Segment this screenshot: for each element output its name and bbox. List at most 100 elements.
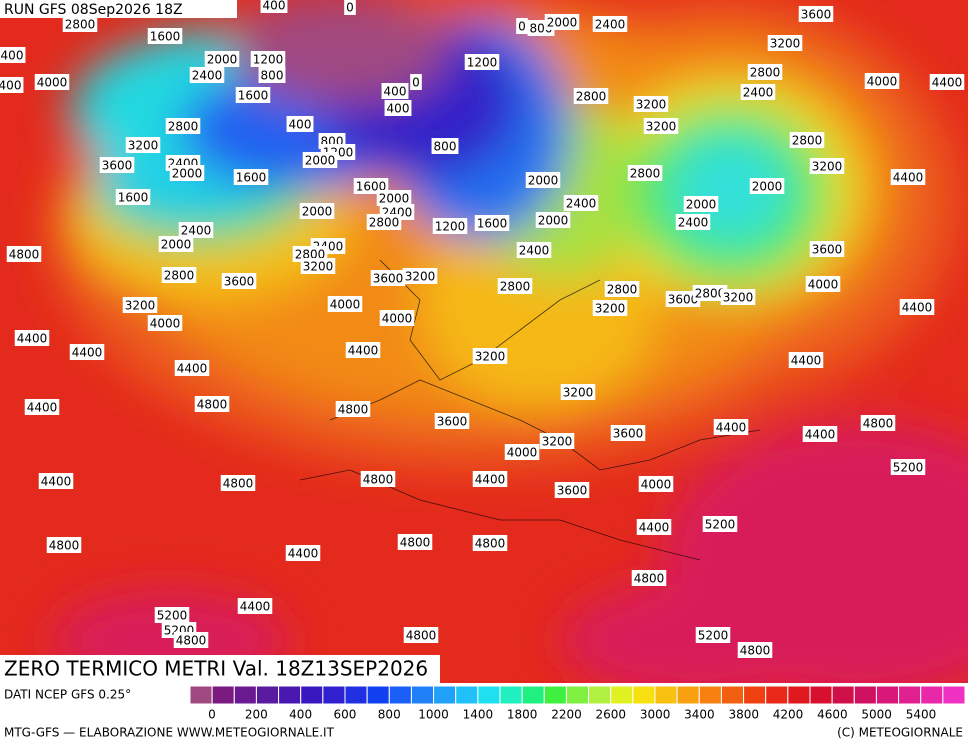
contour-label-box (62, 16, 98, 32)
contour-label: 2000 (305, 154, 336, 168)
contour-label: 2000 (207, 53, 238, 67)
contour-label: 5200 (698, 629, 729, 643)
contour-label: 4400 (177, 362, 208, 376)
run-box (0, 0, 237, 18)
contour-label: 3600 (613, 427, 644, 441)
contour-label: 4400 (475, 473, 506, 487)
colorbar-label: 2200 (551, 708, 582, 722)
contour-label: 1600 (477, 217, 508, 231)
contour-label: 4800 (406, 629, 437, 643)
contour-label: 4000 (382, 312, 413, 326)
contour-label: 4800 (338, 403, 369, 417)
contour-label-box (504, 444, 540, 460)
contour-label: 4400 (639, 521, 670, 535)
colorbar-label: 600 (333, 708, 356, 722)
footer-right: (C) METEOGIORNALE (837, 726, 963, 740)
footer-left: MTG-GFS — ELABORAZIONE WWW.METEOGIORNALE… (4, 726, 335, 740)
contour-label-box (258, 67, 286, 83)
contour-label-box (767, 35, 803, 51)
contour-label-box (169, 165, 205, 181)
contour-label-box (695, 627, 731, 643)
contour-label: 2000 (379, 192, 410, 206)
contour-label-box (560, 384, 596, 400)
contour-label-box (300, 258, 336, 274)
contour-label-box (683, 196, 719, 212)
colorbar-swatch (189, 685, 213, 705)
contour-label: 2000 (528, 174, 559, 188)
colorbar-swatch (698, 685, 722, 705)
contour-label-box (592, 300, 628, 316)
colorbar-swatch (588, 685, 612, 705)
contour-label-box (472, 348, 508, 364)
contour-label-box (125, 137, 161, 153)
colorbar-label: 1000 (418, 708, 449, 722)
map-title: ZERO TERMICO METRI Val. 18Z13SEP2026 (4, 657, 428, 681)
contour-label-box (381, 83, 409, 99)
contour-label: 1200 (253, 53, 284, 67)
contour-label: 1600 (150, 30, 181, 44)
contour-label-box (158, 236, 194, 252)
contour-label: 2000 (752, 180, 783, 194)
contour-label-box (747, 64, 783, 80)
contour-label-box (194, 396, 230, 412)
contour-label: 2800 (369, 216, 400, 230)
contour-label-box (610, 425, 646, 441)
contour-label: 800 (434, 140, 457, 154)
contour-label-box (627, 165, 663, 181)
contour-label-box (472, 535, 508, 551)
contour-label-box (434, 413, 470, 429)
contour-label-box (154, 607, 190, 623)
contour-label: 0 (518, 20, 526, 34)
contour-label-box (115, 189, 151, 205)
contour-label-box (563, 195, 599, 211)
contour-label-box (38, 473, 74, 489)
contour-label-box (638, 476, 674, 492)
contour-label-box (525, 172, 561, 188)
contour-label: 4800 (223, 477, 254, 491)
contour-label-box (604, 281, 640, 297)
contour-label: 2800 (65, 18, 96, 32)
contour-label-box (402, 268, 438, 284)
contour-label-box (360, 471, 396, 487)
contour-label: 2800 (750, 66, 781, 80)
contour-label: 4400 (17, 332, 48, 346)
contour-label-box (890, 169, 926, 185)
colorbar-label: 200 (245, 708, 268, 722)
contour-label: 4800 (863, 417, 894, 431)
contour-label: 4800 (49, 539, 80, 553)
contour-label: 4400 (805, 428, 836, 442)
contour-label: 0 (346, 1, 354, 15)
colorbar: 0 200 400 600 800 1000 1400 1800 2200 2600 3000 340… (189, 685, 966, 722)
contour-label-box (69, 344, 105, 360)
contour-label: 2000 (538, 214, 569, 228)
colorbar-swatch (898, 685, 922, 705)
colorbar-swatch (300, 685, 324, 705)
contour-label-box (535, 212, 571, 228)
colorbar-swatch (233, 685, 257, 705)
contour-label: 400 (1, 49, 24, 63)
contour-label-box (34, 74, 70, 90)
contour-label-box (376, 190, 412, 206)
contour-label-box (237, 598, 273, 614)
contour-label: 4400 (240, 600, 271, 614)
contour-label-box (675, 214, 711, 230)
contour-label: 4000 (867, 75, 898, 89)
contour-label-box (344, 0, 356, 15)
contour-label-box (204, 51, 240, 67)
colorbar-label: 400 (289, 708, 312, 722)
title-box (0, 655, 440, 683)
contour-label-box (631, 570, 667, 586)
run-label: RUN GFS 08Sep2026 18Z (4, 2, 183, 18)
contour-label: 2800 (792, 134, 823, 148)
contour-label: 4400 (716, 421, 747, 435)
contour-label: 3600 (437, 415, 468, 429)
contour-label-box (384, 100, 412, 116)
contour-label: 4000 (150, 317, 181, 331)
colorbar-swatch (654, 685, 678, 705)
contour-label: 2400 (566, 197, 597, 211)
colorbar-label: 0 (208, 708, 216, 722)
contour-label: 3200 (542, 435, 573, 449)
colorbar-swatch (410, 685, 435, 705)
contour-label-box (403, 627, 439, 643)
